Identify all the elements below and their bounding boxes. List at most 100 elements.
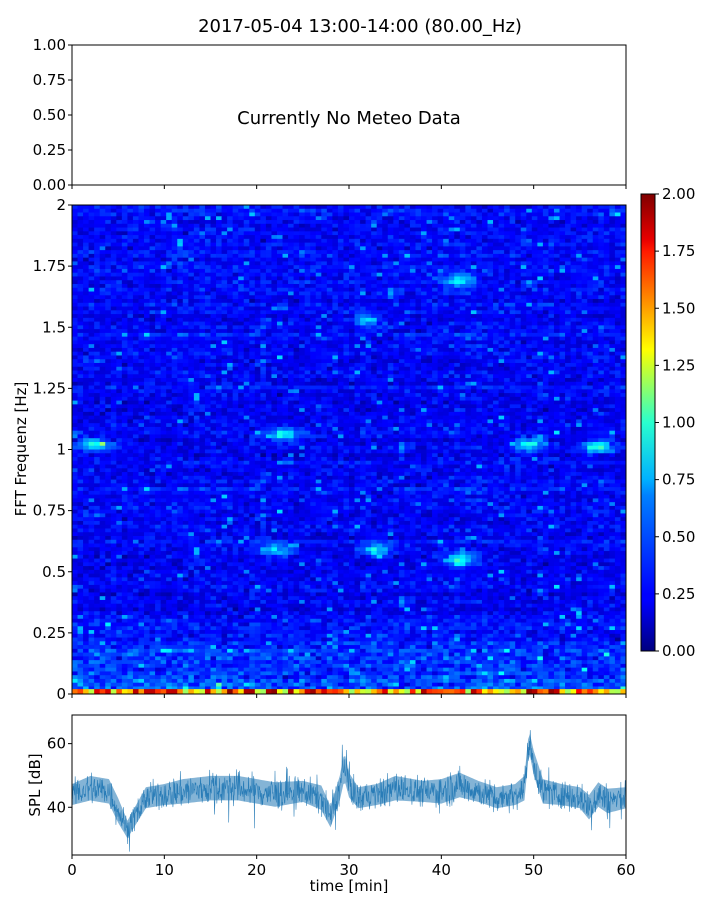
- spectrogram-cell: [138, 336, 145, 341]
- spectrogram-cell: [149, 227, 156, 232]
- spectrogram-cell: [326, 314, 333, 319]
- spectrogram-cell: [360, 366, 366, 371]
- spectrogram-cell: [509, 205, 516, 210]
- spectrogram-cell: [481, 374, 488, 379]
- spectrogram-cell: [437, 325, 444, 330]
- spectrogram-cell: [404, 205, 411, 210]
- spectrogram-cell: [282, 283, 289, 289]
- spectrogram-cell: [531, 295, 538, 300]
- spectrogram-cell: [603, 272, 610, 277]
- spectrogram-cell: [542, 370, 549, 375]
- spectrogram-cell: [193, 235, 200, 240]
- spectrogram-cell: [487, 291, 494, 296]
- spectrogram-cell: [282, 272, 289, 277]
- spectrogram-cell: [437, 302, 444, 307]
- spectrogram-cell: [199, 299, 206, 304]
- spectrogram-cell: [404, 283, 411, 289]
- spectrogram-cell: [288, 295, 294, 300]
- spectrogram-cell: [171, 374, 178, 379]
- spectrogram-cell: [315, 242, 322, 247]
- spectrogram-cell: [88, 332, 95, 337]
- spectrogram-cell: [199, 366, 206, 371]
- spectrogram-cell: [138, 347, 145, 352]
- spectrogram-cell: [321, 261, 328, 266]
- spectrogram-cell: [105, 242, 112, 247]
- spectrogram-cell: [448, 287, 455, 292]
- spectrogram-cell: [299, 355, 305, 360]
- spectrogram-cell: [249, 276, 256, 281]
- spectrogram-cell: [260, 291, 267, 296]
- spectrogram-cell: [265, 205, 272, 210]
- spectrogram-cell: [310, 257, 317, 262]
- spectrogram-cell: [548, 302, 555, 307]
- spectrogram-cell: [227, 272, 233, 277]
- spectrogram-cell: [481, 295, 488, 300]
- spectrogram-cell: [437, 366, 444, 371]
- spectrogram-cell: [204, 302, 211, 307]
- spectrogram-cell: [609, 231, 616, 236]
- spectrogram-cell: [354, 238, 361, 243]
- spectrogram-cell: [487, 362, 494, 368]
- spectrogram-cell: [182, 378, 189, 383]
- spectrogram-cell: [326, 340, 333, 345]
- spectrogram-cell: [155, 366, 161, 371]
- spectrogram-cell: [570, 231, 577, 236]
- spectrogram-cell: [326, 287, 333, 292]
- spectrogram-cell: [321, 314, 328, 319]
- spectrogram-cell: [465, 223, 472, 228]
- spectrogram-cell: [238, 336, 245, 341]
- spectrogram-cell: [105, 295, 112, 300]
- spectrogram-cell: [432, 242, 438, 247]
- spectrogram-cell: [199, 314, 206, 319]
- spectrogram-cell: [127, 299, 134, 304]
- spectrogram-cell: [531, 381, 538, 386]
- spectrogram-cell: [476, 227, 483, 232]
- spectrogram-cell: [432, 362, 438, 368]
- spectrogram-cell: [337, 299, 344, 304]
- spectrogram-cell: [531, 227, 538, 232]
- spectrogram-cell: [144, 280, 150, 285]
- spectrogram-cell: [99, 261, 106, 266]
- spectrogram-cell: [565, 355, 571, 360]
- spectrogram-cell: [470, 385, 477, 390]
- spectrogram-cell: [260, 238, 267, 243]
- spectrogram-cell: [232, 257, 239, 262]
- spectrogram-cell: [88, 287, 95, 292]
- spectrogram-cell: [415, 257, 422, 262]
- spectrogram-cell: [548, 231, 555, 236]
- spectrogram-cell: [465, 306, 472, 311]
- spectrogram-cell: [487, 381, 494, 386]
- spectrogram-cell: [238, 257, 245, 262]
- spectrogram-cell: [166, 378, 173, 383]
- spectrogram-cell: [465, 351, 472, 356]
- spectrogram-cell: [509, 374, 516, 379]
- spectrogram-cell: [326, 276, 333, 281]
- spectrogram-cell: [537, 253, 544, 258]
- spectrogram-cell: [204, 370, 211, 375]
- spectrogram-cell: [581, 332, 588, 337]
- spectrogram-cell: [426, 317, 433, 322]
- spectrogram-cell: [94, 250, 100, 255]
- spectrogram-cell: [182, 261, 189, 266]
- spectrogram-cell: [542, 344, 549, 349]
- spectrogram-cell: [454, 238, 461, 243]
- spectrogram-cell: [265, 332, 272, 337]
- spectrogram-cell: [99, 235, 106, 240]
- spectrogram-cell: [271, 287, 278, 292]
- spectrogram-cell: [210, 374, 217, 379]
- spectrogram-cell: [559, 220, 566, 225]
- spectrogram-cell: [304, 231, 311, 236]
- spectrogram-cell: [371, 359, 377, 364]
- spectrogram-cell: [465, 231, 472, 236]
- spectrogram-cell: [337, 223, 344, 228]
- spectrogram-cell: [155, 325, 161, 330]
- spectrogram-cell: [415, 374, 422, 379]
- spectrogram-cell: [288, 378, 294, 383]
- spectrogram-cell: [349, 314, 355, 319]
- spectrogram-cell: [493, 355, 499, 360]
- spectrogram-cell: [537, 238, 544, 243]
- spectrogram-cell: [337, 205, 344, 210]
- spectrogram-cell: [221, 351, 228, 356]
- spectrogram-cell: [177, 329, 184, 334]
- spectrogram-cell: [603, 208, 610, 213]
